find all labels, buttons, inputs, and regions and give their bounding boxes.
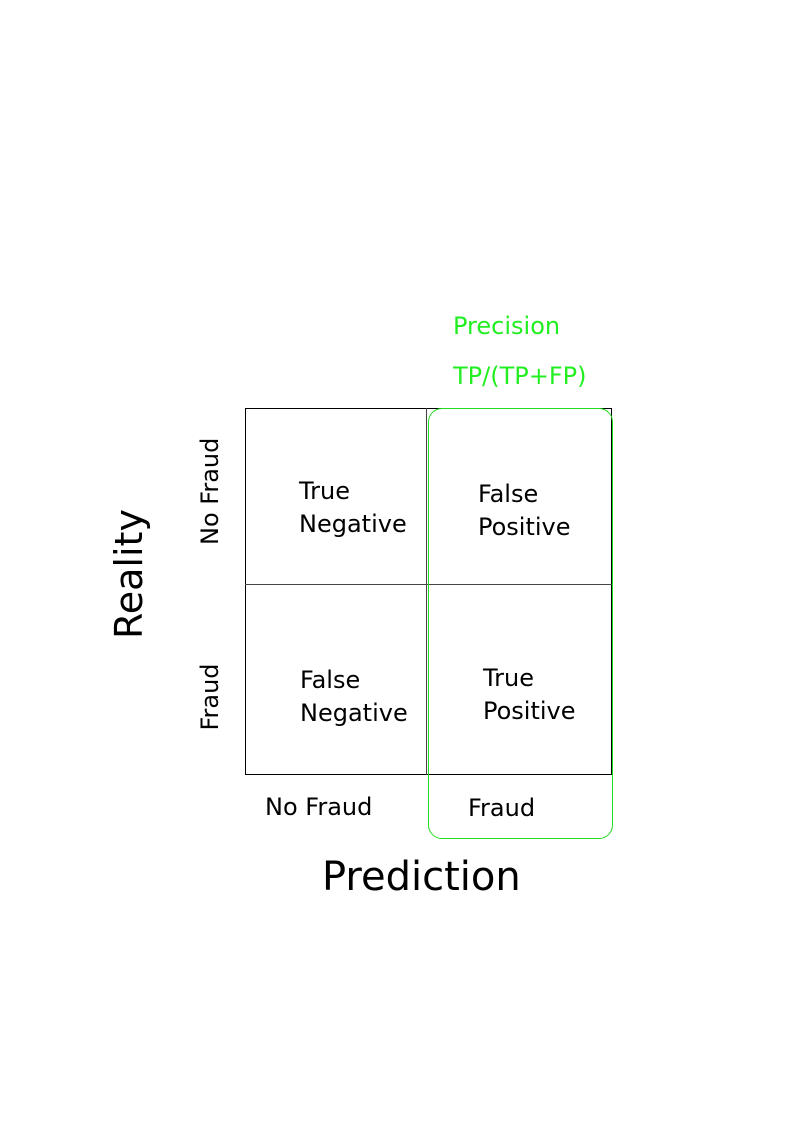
cell-false-negative-line1: False (300, 666, 361, 694)
cell-false-negative-line2: Negative (300, 699, 408, 727)
cell-true-positive: True Positive (483, 662, 576, 728)
metric-name: Precision (453, 312, 561, 340)
col-label-no-fraud: No Fraud (265, 793, 373, 821)
cell-false-negative: False Negative (300, 664, 408, 730)
col-label-fraud: Fraud (468, 794, 536, 822)
row-label-no-fraud: No Fraud (196, 437, 224, 545)
precision-highlight (428, 408, 613, 839)
cell-false-positive-line2: Positive (478, 513, 571, 541)
cell-true-negative-line1: True (299, 477, 350, 505)
cell-true-positive-line2: Positive (483, 697, 576, 725)
cell-true-negative-line2: Negative (299, 510, 407, 538)
row-label-fraud: Fraud (196, 663, 224, 731)
cell-true-negative: True Negative (299, 475, 407, 541)
cell-true-positive-line1: True (483, 664, 534, 692)
column-divider (426, 408, 427, 775)
col-axis-label: Prediction (322, 854, 521, 900)
metric-formula: TP/(TP+FP) (453, 362, 587, 390)
row-axis-label: Reality (107, 509, 151, 639)
cell-false-positive-line1: False (478, 480, 539, 508)
cell-false-positive: False Positive (478, 478, 571, 544)
